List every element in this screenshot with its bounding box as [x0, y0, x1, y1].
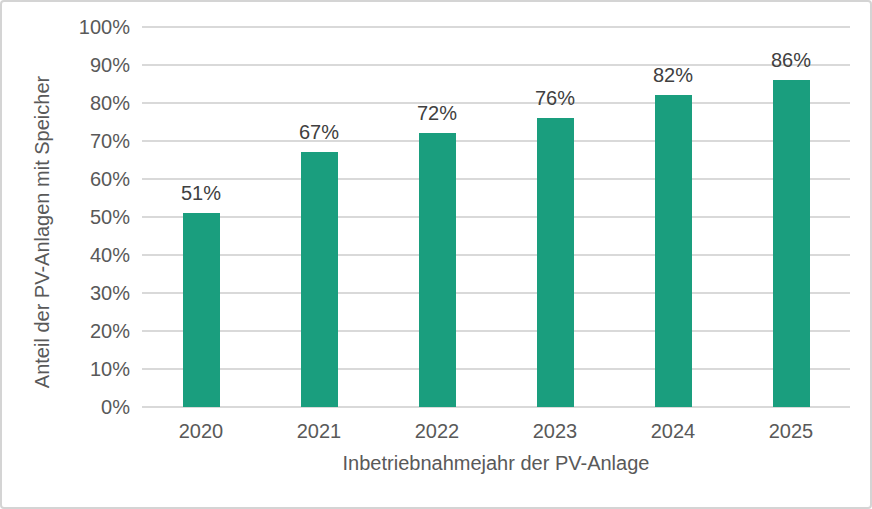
x-tick-label: 2024: [614, 418, 732, 444]
x-tick-label: 2022: [378, 418, 496, 444]
bar: [183, 213, 220, 407]
bar: [419, 133, 456, 407]
gridline: [142, 178, 850, 180]
y-tick-label: 30%: [2, 280, 130, 306]
x-tick-label: 2021: [260, 418, 378, 444]
y-tick-label: 40%: [2, 242, 130, 268]
gridline: [142, 140, 850, 142]
plot-area: 51% 67% 72% 76% 82% 86%: [142, 27, 850, 407]
y-tick-label: 10%: [2, 356, 130, 382]
x-tick-label: 2023: [496, 418, 614, 444]
bar-value-label: 72%: [392, 101, 482, 125]
bar-value-label: 51%: [156, 181, 246, 205]
y-tick-label: 80%: [2, 90, 130, 116]
gridline: [142, 254, 850, 256]
y-tick-label: 100%: [2, 14, 130, 40]
gridline: [142, 216, 850, 218]
bar: [773, 80, 810, 407]
gridline: [142, 102, 850, 104]
bar-value-label: 76%: [510, 86, 600, 110]
gridline: [142, 26, 850, 28]
y-tick-label: 60%: [2, 166, 130, 192]
gridline: [142, 292, 850, 294]
y-axis-ticks: 0%10%20%30%40%50%60%70%80%90%100%: [2, 27, 130, 407]
bar-value-label: 82%: [628, 63, 718, 87]
x-axis-title: Inbetriebnahmejahr der PV-Anlage: [142, 452, 850, 475]
y-tick-label: 90%: [2, 52, 130, 78]
y-tick-label: 70%: [2, 128, 130, 154]
bar: [655, 95, 692, 407]
gridline: [142, 406, 850, 408]
y-tick-label: 20%: [2, 318, 130, 344]
bar: [301, 152, 338, 407]
gridline: [142, 64, 850, 66]
bar-value-label: 86%: [746, 48, 836, 72]
bar: [537, 118, 574, 407]
bar-chart: Anteil der PV-Anlagen mit Speicher 0%10%…: [0, 0, 872, 509]
x-tick-label: 2025: [732, 418, 850, 444]
x-axis-ticks: 202020212022202320242025: [142, 418, 850, 444]
y-tick-label: 0%: [2, 394, 130, 420]
bar-value-label: 67%: [274, 120, 364, 144]
gridline: [142, 330, 850, 332]
gridline: [142, 368, 850, 370]
x-tick-label: 2020: [142, 418, 260, 444]
y-tick-label: 50%: [2, 204, 130, 230]
